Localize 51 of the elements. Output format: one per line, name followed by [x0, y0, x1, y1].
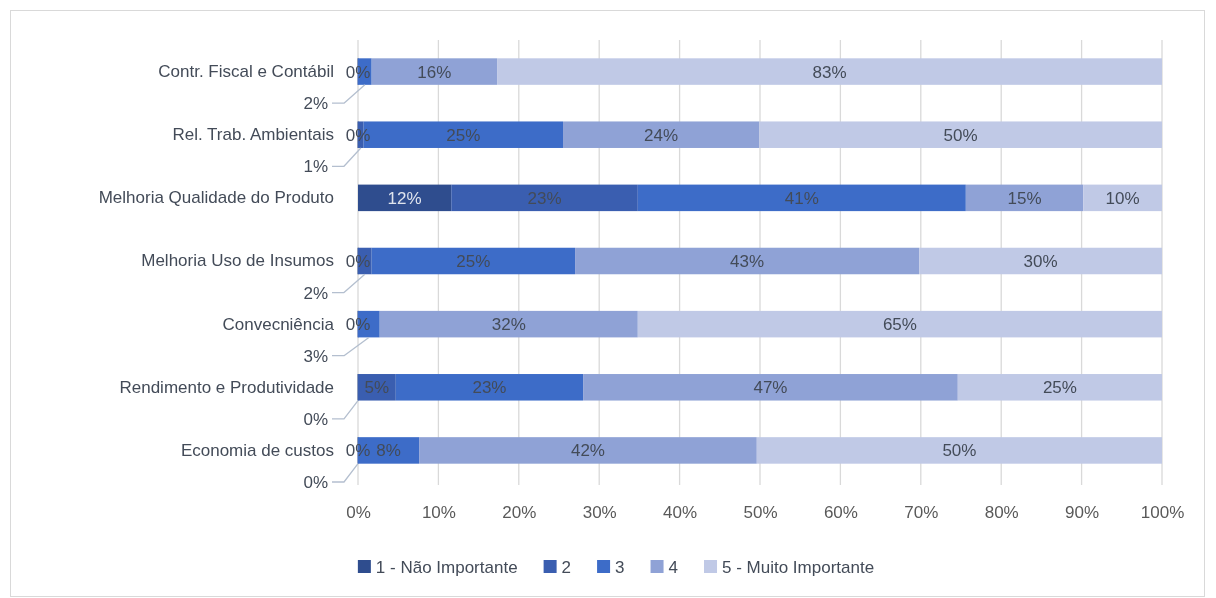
- x-tick-label: 70%: [904, 503, 939, 523]
- x-tick-label: 0%: [346, 503, 371, 523]
- legend-label: 5 - Muito Importante: [722, 557, 875, 577]
- data-label: 50%: [942, 441, 977, 461]
- y-tick-label: Melhoria Qualidade do Produto: [98, 188, 334, 208]
- data-label: 25%: [446, 125, 481, 145]
- y-tick-label: Contr. Fiscal e Contábil: [158, 62, 334, 82]
- data-label: 50%: [943, 125, 978, 145]
- data-label: 2%: [303, 283, 328, 303]
- data-label: 47%: [753, 378, 788, 398]
- data-label: 83%: [812, 62, 847, 82]
- data-label: 15%: [1007, 188, 1042, 208]
- x-tick-label: 90%: [1065, 503, 1100, 523]
- legend-label: 1 - Não Importante: [375, 557, 518, 577]
- data-label: 23%: [472, 378, 507, 398]
- x-tick-label: 100%: [1140, 503, 1185, 523]
- y-tick-label: Rel. Trab. Ambientais: [172, 125, 334, 145]
- x-tick-label: 10%: [421, 503, 456, 523]
- x-tick-label: 40%: [663, 503, 698, 523]
- x-tick-label: 60%: [823, 503, 858, 523]
- data-label: 24%: [644, 125, 679, 145]
- data-label: 2%: [303, 94, 328, 114]
- data-label: 5%: [364, 378, 390, 398]
- data-label: 41%: [784, 188, 819, 208]
- data-label: 23%: [527, 188, 562, 208]
- data-label: 0%: [303, 472, 328, 492]
- data-label: 3%: [303, 346, 328, 366]
- y-tick-label: Melhoria Uso de Insumos: [141, 251, 334, 271]
- data-label: 25%: [1042, 378, 1077, 398]
- data-label: 16%: [417, 62, 452, 82]
- legend-label: 2: [561, 557, 572, 577]
- data-label: 30%: [1023, 251, 1058, 271]
- legend-label: 3: [615, 557, 625, 577]
- data-label: 25%: [456, 251, 491, 271]
- y-tick-label: Rendimento e Produtividade: [119, 377, 334, 397]
- y-tick-label: Economia de custos: [180, 440, 334, 460]
- data-label: 1%: [303, 157, 328, 177]
- data-label: 8%: [376, 441, 401, 461]
- x-tick-label: 30%: [582, 503, 617, 523]
- data-label: 43%: [730, 251, 765, 271]
- data-label: 12%: [387, 188, 422, 208]
- legend-label: 4: [668, 557, 679, 577]
- data-label: 42%: [570, 441, 605, 461]
- x-tick-label: 80%: [984, 503, 1019, 523]
- data-label: 32%: [491, 315, 526, 335]
- x-tick-label: 50%: [743, 503, 778, 523]
- data-label: 65%: [882, 315, 917, 335]
- y-tick-label: Convecniência: [222, 314, 335, 334]
- x-tick-label: 20%: [502, 503, 537, 523]
- data-label: 0%: [303, 409, 328, 429]
- data-label: 10%: [1105, 188, 1140, 208]
